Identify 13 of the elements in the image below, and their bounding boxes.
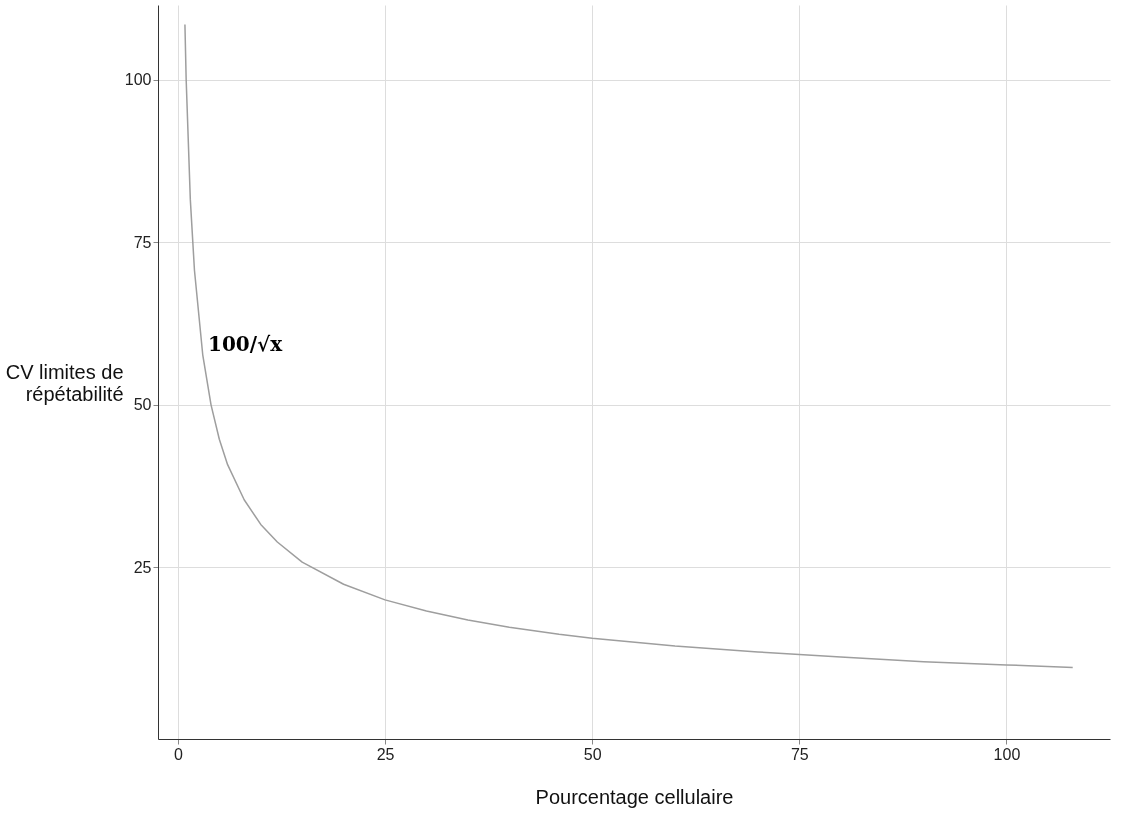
y-axis-title: CV limites de répétabilité (5, 360, 124, 405)
y-tick-label: 25 (133, 558, 152, 576)
x-tick-label: 25 (376, 745, 395, 763)
annotation: 100/√x (208, 332, 284, 356)
y-tick-label: 100 (124, 71, 152, 89)
line-series (184, 23, 1074, 669)
x-tick-label: 100 (993, 745, 1021, 763)
y-tick-label: 75 (133, 233, 152, 251)
x-axis-title: Pourcentage cellulaire (535, 785, 734, 808)
x-tick-label: 50 (583, 745, 602, 763)
x-tick-label: 0 (173, 745, 183, 763)
y-tick-label: 50 (133, 396, 152, 414)
x-tick-label: 75 (790, 745, 809, 763)
